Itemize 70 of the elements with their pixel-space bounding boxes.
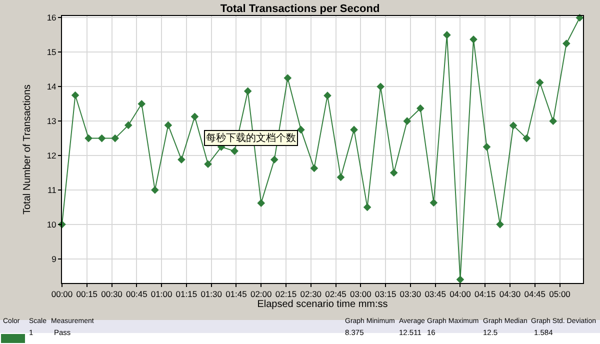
x-tick-label: 03:30 bbox=[400, 289, 422, 300]
point bbox=[549, 117, 558, 125]
point bbox=[562, 40, 570, 48]
point bbox=[376, 82, 384, 91]
x-tick-label: 02:30 bbox=[300, 289, 322, 300]
point bbox=[151, 186, 159, 194]
y-tick-label: 12 bbox=[46, 150, 57, 161]
point bbox=[204, 160, 212, 168]
y-tick-label: 9 bbox=[52, 254, 57, 264]
y-axis-title: Total Number of Transactions bbox=[22, 84, 33, 215]
chart-title: Total Transactions per Second bbox=[220, 2, 380, 15]
point bbox=[138, 100, 146, 108]
x-tick-label: 03:45 bbox=[424, 289, 446, 300]
point bbox=[350, 126, 358, 134]
y-tick-label: 15 bbox=[46, 47, 57, 58]
x-tick-label: 01:30 bbox=[200, 289, 222, 300]
x-tick-label: 01:00 bbox=[150, 289, 172, 300]
x-tick-label: 04:00 bbox=[450, 289, 472, 300]
point bbox=[297, 126, 305, 134]
point bbox=[124, 121, 132, 130]
x-tick-label: 00:15 bbox=[76, 289, 98, 300]
point bbox=[430, 198, 438, 207]
point bbox=[178, 156, 186, 164]
point bbox=[98, 134, 106, 142]
x-tick-label: 02:00 bbox=[250, 289, 272, 300]
point bbox=[71, 91, 80, 100]
point bbox=[257, 199, 266, 207]
x-tick-label: 03:15 bbox=[374, 289, 396, 300]
x-tick-label: 04:15 bbox=[474, 289, 496, 300]
x-tick-label: 00:00 bbox=[51, 289, 73, 300]
point bbox=[496, 220, 504, 228]
point bbox=[190, 112, 199, 120]
point bbox=[416, 104, 424, 112]
x-tick-label: 03:00 bbox=[350, 289, 372, 300]
point bbox=[84, 134, 92, 142]
point bbox=[482, 143, 491, 151]
x-tick-label: 00:45 bbox=[126, 289, 148, 300]
x-tick-label: 01:15 bbox=[176, 289, 198, 300]
point bbox=[456, 276, 464, 284]
point bbox=[443, 31, 451, 39]
point bbox=[111, 134, 119, 142]
y-tick-label: 14 bbox=[46, 82, 57, 92]
x-tick-label: 01:45 bbox=[226, 289, 248, 300]
point bbox=[230, 147, 238, 155]
y-tick-label: 11 bbox=[47, 184, 57, 195]
point bbox=[310, 164, 318, 172]
point bbox=[363, 203, 372, 212]
point bbox=[403, 117, 412, 125]
point bbox=[390, 168, 398, 177]
point bbox=[536, 78, 544, 86]
point bbox=[284, 74, 292, 82]
x-tick-label: 02:45 bbox=[325, 289, 347, 300]
x-tick-label: 04:30 bbox=[499, 289, 521, 300]
x-tick-label: 02:15 bbox=[275, 289, 297, 300]
point bbox=[522, 134, 530, 142]
y-tick-label: 10 bbox=[46, 219, 57, 230]
x-axis-title: Elapsed scenario time mm:ss bbox=[257, 299, 388, 310]
point bbox=[336, 173, 345, 182]
point bbox=[244, 87, 252, 95]
x-tick-label: 00:30 bbox=[101, 289, 123, 300]
y-tick-label: 16 bbox=[46, 12, 57, 23]
y-tick-label: 13 bbox=[46, 116, 57, 126]
point bbox=[509, 122, 518, 130]
x-tick-label: 05:00 bbox=[549, 289, 571, 300]
point bbox=[324, 92, 332, 100]
point bbox=[164, 121, 172, 130]
x-tick-label: 04:45 bbox=[524, 289, 546, 300]
point bbox=[470, 36, 478, 44]
annotation: 每秒下载的文档个数 bbox=[206, 132, 296, 144]
point bbox=[270, 156, 278, 164]
